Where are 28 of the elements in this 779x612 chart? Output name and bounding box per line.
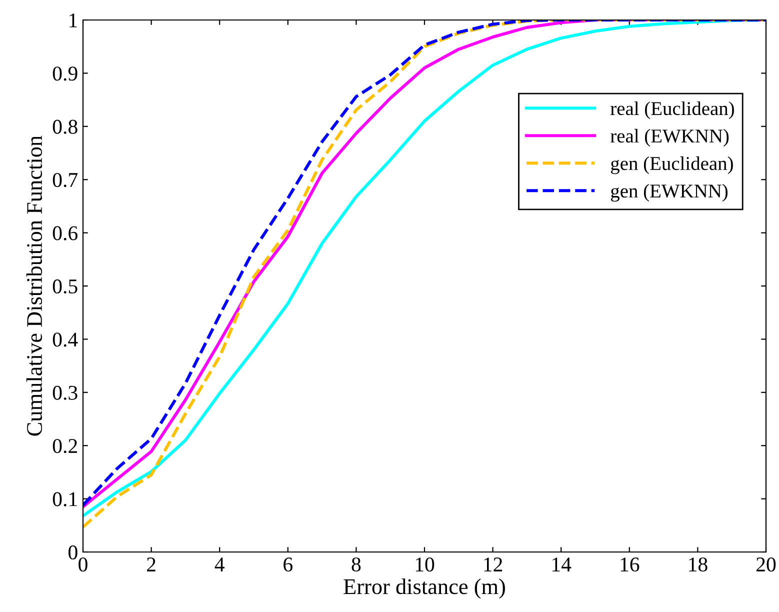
y-tick-label: 0.9: [52, 66, 78, 81]
x-tick-label: 8: [352, 557, 361, 572]
legend-label: real (EWKNN): [610, 128, 729, 147]
x-tick-label: 2: [147, 558, 156, 572]
y-axis-title: Cumulative Distribution Function: [26, 136, 42, 436]
y-tick-label: 0.6: [52, 226, 78, 240]
legend-label: real (Euclidean): [610, 101, 734, 120]
y-tick-label: 0.4: [52, 332, 78, 347]
x-tick-label: 6: [284, 558, 292, 572]
x-tick-label: 0: [78, 557, 88, 572]
x-tick-label: 20: [756, 557, 776, 572]
y-tick-label: 0: [68, 545, 78, 560]
y-tick-label: 0.2: [52, 438, 77, 454]
y-tick-label: 0.1: [52, 492, 77, 506]
legend-label: gen (Euclidean): [610, 156, 733, 174]
x-tick-label: 12: [484, 558, 502, 572]
x-tick-label: 4: [214, 558, 224, 572]
x-tick-label: 14: [552, 558, 572, 572]
legend-label: gen (EWKNN): [610, 184, 728, 202]
x-tick-label: 10: [416, 557, 434, 572]
y-tick-label: 0.3: [52, 386, 78, 400]
y-tick-label: 1: [70, 13, 77, 28]
x-tick-label: 18: [689, 557, 708, 572]
y-tick-label: 0.8: [52, 120, 78, 134]
x-axis-title: Error distance (m): [344, 578, 505, 599]
y-tick-label: 0.7: [52, 172, 78, 188]
y-tick-label: 0.5: [52, 279, 78, 294]
x-tick-label: 16: [620, 558, 640, 572]
